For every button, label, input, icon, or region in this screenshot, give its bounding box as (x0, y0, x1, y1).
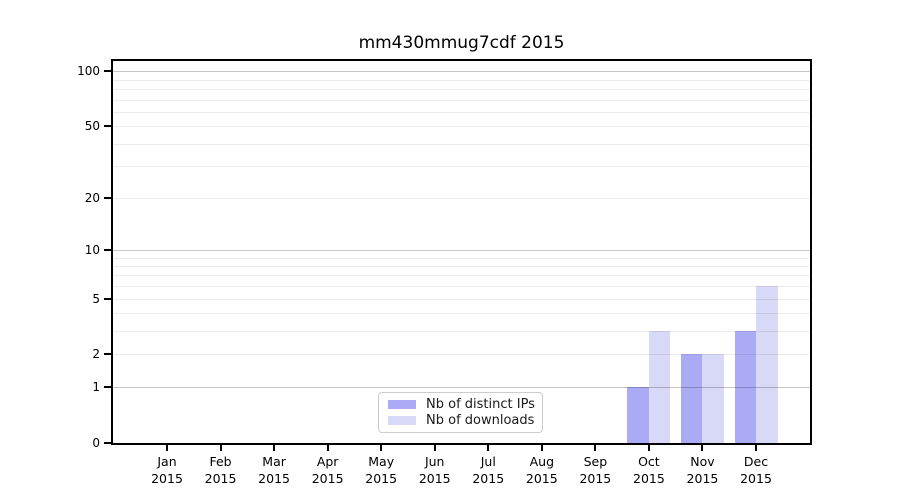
legend-swatch-downloads (388, 415, 416, 425)
minor-gridline (113, 126, 810, 128)
minor-gridline (113, 257, 810, 259)
x-tick-label: Jun 2015 (418, 454, 451, 486)
x-tick-label: Aug 2015 (525, 454, 558, 486)
y-tick-label: 100 (77, 64, 100, 79)
bar-oct-downloads (648, 331, 671, 443)
minor-gridline (113, 331, 810, 333)
minor-gridline (113, 354, 810, 356)
x-axis-tick (487, 445, 490, 451)
x-axis-tick (755, 445, 757, 451)
x-tick-label: Nov 2015 (686, 454, 719, 486)
y-tick-label: 0 (92, 436, 100, 450)
major-gridline (113, 387, 810, 389)
legend-label-distinct-ips: Nb of distinct IPs (426, 397, 535, 413)
legend-item-downloads: Nb of downloads (388, 412, 535, 428)
x-axis-tick (701, 445, 704, 451)
y-tick-label: 50 (84, 119, 100, 134)
y-tick-label: 5 (92, 291, 100, 306)
x-axis-tick (273, 445, 276, 451)
x-axis-tick (433, 445, 436, 451)
x-tick-label: May 2015 (365, 454, 398, 486)
legend-item-distinct-ips: Nb of distinct IPs (388, 397, 535, 413)
y-tick-label: 2 (92, 347, 100, 362)
minor-gridline (113, 143, 810, 145)
y-tick-label: 20 (84, 190, 100, 205)
x-tick-label: Feb 2015 (204, 454, 237, 486)
minor-gridline (113, 166, 810, 168)
x-tick-label: Oct 2015 (633, 454, 665, 486)
x-tick-label: Jan 2015 (151, 454, 183, 486)
y-axis-tick (104, 297, 111, 300)
y-axis-tick (104, 442, 111, 444)
minor-gridline (113, 313, 810, 315)
x-axis-tick (326, 445, 329, 451)
y-axis-tick (104, 386, 111, 389)
y-tick-label: 1 (92, 380, 100, 395)
minor-gridline (113, 298, 810, 300)
x-axis-tick (166, 445, 168, 451)
bar-nov-downloads (702, 354, 724, 443)
legend-label-downloads: Nb of downloads (426, 412, 535, 428)
legend-swatch-distinct-ips (388, 400, 416, 410)
y-axis-tick (104, 353, 111, 356)
x-tick-label: Apr 2015 (311, 454, 344, 486)
minor-gridline (113, 111, 810, 113)
minor-gridline (113, 265, 810, 267)
x-axis-tick (540, 445, 543, 451)
plot-area (111, 59, 812, 445)
x-axis-tick (594, 445, 597, 451)
x-tick-label: Jul 2015 (472, 454, 505, 486)
bar-dec-downloads (756, 286, 778, 443)
major-gridline (113, 71, 810, 73)
x-tick-label: Sep 2015 (579, 454, 612, 486)
x-axis-tick (219, 445, 222, 451)
major-gridline (113, 249, 810, 251)
y-axis-tick (104, 125, 111, 128)
minor-gridline (113, 275, 810, 277)
bar-dec-ips (734, 331, 756, 443)
y-axis-tick (104, 70, 111, 73)
y-tick-label: 10 (84, 242, 100, 257)
bar-oct-ips (627, 387, 649, 443)
minor-gridline (113, 79, 810, 81)
y-axis-tick (104, 248, 111, 251)
chart-title: mm430mmug7cdf 2015 (358, 33, 565, 53)
legend: Nb of distinct IPs Nb of downloads (378, 392, 543, 433)
y-axis-tick (104, 196, 111, 199)
minor-gridline (113, 99, 810, 101)
x-axis-tick (380, 445, 383, 451)
x-tick-label: Dec 2015 (740, 454, 772, 486)
minor-gridline (113, 88, 810, 90)
bar-nov-ips (680, 354, 703, 443)
x-tick-label: Mar 2015 (258, 454, 290, 486)
minor-gridline (113, 197, 810, 199)
x-axis-tick (647, 445, 650, 451)
minor-gridline (113, 286, 810, 288)
